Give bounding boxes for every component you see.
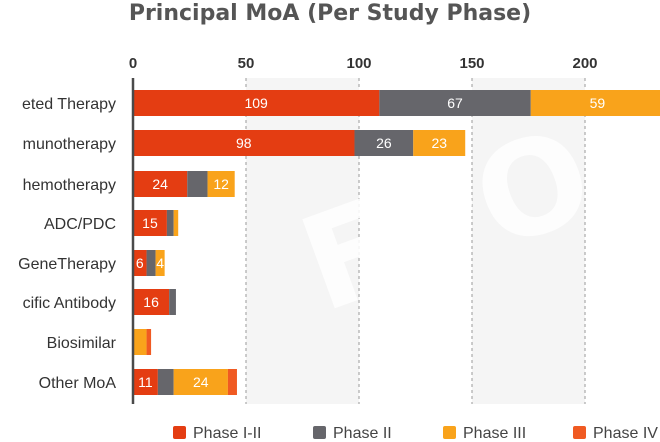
bar-segment [133, 369, 158, 395]
x-tick-label: 50 [238, 55, 255, 72]
data-label: 6 [136, 255, 144, 271]
legend-label: Phase I-II [193, 425, 261, 442]
data-label: 109 [244, 95, 268, 111]
bar-segment [133, 289, 170, 315]
bar-segment [133, 210, 167, 236]
data-label: 23 [431, 135, 447, 151]
x-tick-label: 100 [346, 55, 371, 72]
bar-segment [146, 329, 152, 355]
legend-label: Phase II [333, 425, 392, 442]
data-label: 12 [213, 176, 229, 192]
legend: Phase I-II Phase II Phase III Phase IV [173, 425, 658, 442]
bar-segment [530, 90, 660, 116]
legend-swatch [313, 426, 326, 439]
category-label: eted Therapy [22, 96, 116, 113]
legend-swatch [173, 426, 186, 439]
category-label: cific Antibody [23, 295, 116, 312]
data-label: 15 [142, 215, 158, 231]
data-label: 59 [590, 95, 606, 111]
category-label: GeneTherapy [18, 256, 116, 273]
bar-segment [133, 171, 188, 197]
bar-segment [157, 369, 174, 395]
data-label: 24 [152, 176, 168, 192]
bar-segment [133, 329, 147, 355]
bar-segment [207, 171, 235, 197]
data-label: 67 [447, 95, 463, 111]
legend-label: Phase IV [593, 425, 658, 442]
bar-segment [173, 369, 228, 395]
data-label: 16 [143, 294, 159, 310]
bar-segment [379, 90, 531, 116]
bar-segment [166, 210, 174, 236]
bar-segment [133, 130, 355, 156]
x-axis-ticks: 0 50 100 150 200 [129, 55, 598, 72]
bar-segment [146, 250, 156, 276]
legend-swatch [443, 426, 456, 439]
category-label: ADC/PDC [44, 216, 116, 233]
legend-swatch [573, 426, 586, 439]
data-label: 98 [236, 135, 252, 151]
bar-segment [133, 90, 380, 116]
data-label: 24 [193, 374, 209, 390]
bar-segment [354, 130, 414, 156]
bar-segment [413, 130, 466, 156]
category-labels: eted Therapy munotherapy hemotherapy ADC/PD… [18, 96, 117, 392]
bar-segment [155, 250, 165, 276]
bars: 109 67 59 98 26 23 24 12 15 6 4 16 11 24 [133, 90, 660, 395]
bar-segment [133, 250, 147, 276]
bar-segment [169, 289, 176, 315]
data-label: 26 [376, 135, 392, 151]
data-label: 11 [138, 374, 153, 390]
data-label: 4 [156, 255, 164, 271]
bar-segment [227, 369, 237, 395]
chart-title: Principal MoA (Per Study Phase) [129, 1, 531, 26]
x-tick-label: 0 [129, 55, 137, 72]
bar-segment [187, 171, 208, 197]
category-label: munotherapy [23, 136, 116, 153]
grid-band [472, 78, 585, 404]
category-label: Biosimilar [47, 335, 117, 352]
bar-segment [173, 210, 179, 236]
x-tick-label: 150 [459, 55, 484, 72]
x-tick-label: 200 [572, 55, 597, 72]
legend-label: Phase III [463, 425, 526, 442]
category-label: Other MoA [39, 375, 117, 392]
category-label: hemotherapy [23, 177, 116, 194]
